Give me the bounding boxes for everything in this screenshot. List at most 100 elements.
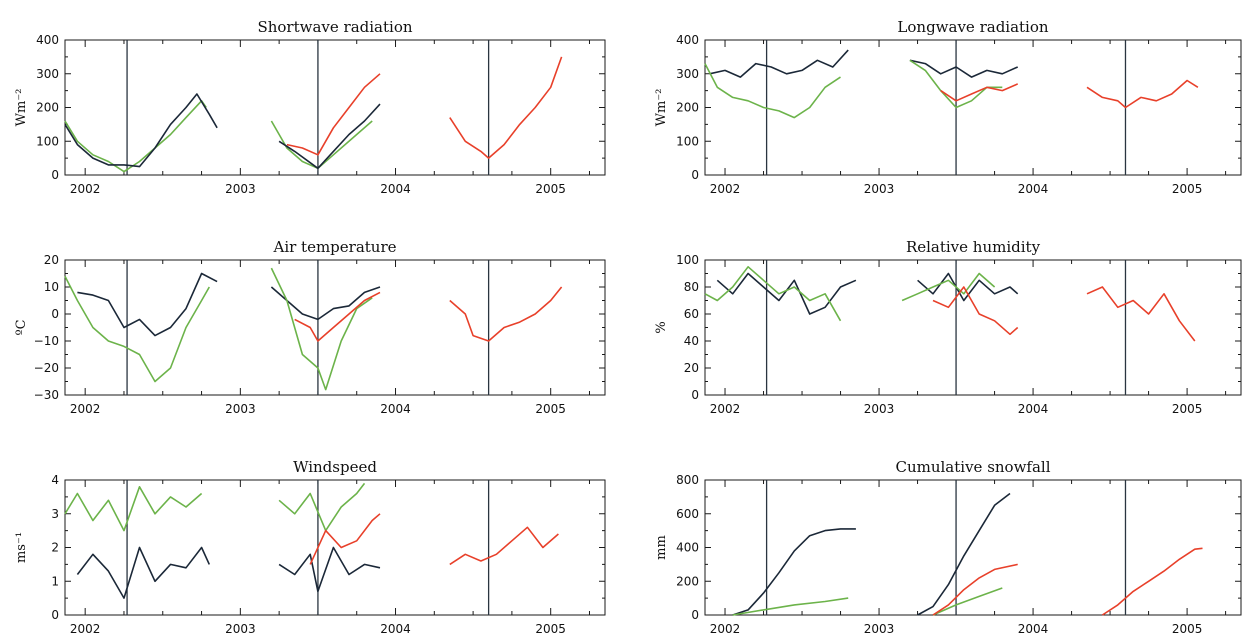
y-axis-label: % (654, 321, 669, 333)
y-tick-label: 200 (676, 101, 699, 115)
series-line-red (286, 73, 381, 156)
y-tick-label: 3 (51, 507, 59, 521)
y-tick-label: 20 (684, 361, 699, 375)
x-tick-label: 2002 (710, 182, 741, 196)
series-line-black (278, 103, 381, 170)
series-line-green (704, 63, 841, 119)
y-tick-label: −20 (34, 361, 59, 375)
x-tick-label: 2004 (1018, 182, 1049, 196)
y-tick-label: −10 (34, 334, 59, 348)
x-tick-label: 2005 (535, 622, 566, 636)
x-tick-label: 2003 (864, 402, 895, 416)
series-line-black (917, 272, 1019, 302)
x-tick-label: 2005 (1172, 402, 1203, 416)
x-tick-label: 2003 (225, 622, 256, 636)
y-axis-label: Wm⁻² (14, 89, 29, 127)
y-tick-label: −30 (34, 388, 59, 402)
y-tick-label: 100 (36, 134, 59, 148)
series-line-red (1086, 79, 1199, 109)
y-tick-label: 400 (676, 541, 699, 555)
series-line-black (917, 492, 1011, 616)
series-line-red (932, 563, 1018, 616)
y-tick-label: 0 (51, 608, 59, 622)
x-tick-label: 2004 (380, 402, 411, 416)
y-axis-label: ms⁻¹ (14, 532, 29, 563)
y-axis-label: ºC (14, 319, 29, 335)
panel-title: Air temperature (272, 238, 396, 256)
panel-title: Relative humidity (906, 238, 1041, 256)
series-line-green (270, 267, 373, 391)
series-line-red (294, 291, 381, 342)
y-tick-label: 0 (691, 388, 699, 402)
panel-title: Cumulative snowfall (895, 458, 1050, 476)
x-tick-label: 2004 (1018, 622, 1049, 636)
series-line-green (64, 486, 203, 532)
y-tick-label: 2 (51, 541, 59, 555)
series-line-red (1086, 286, 1196, 342)
x-tick-label: 2002 (710, 622, 741, 636)
series-line-red (449, 56, 563, 159)
y-tick-label: 400 (36, 33, 59, 47)
plot-frame (704, 479, 1242, 616)
y-tick-label: 80 (684, 280, 699, 294)
y-tick-label: 40 (684, 334, 699, 348)
y-tick-label: 800 (676, 473, 699, 487)
x-tick-label: 2003 (225, 182, 256, 196)
chart-panel-3: Air temperature −30 −20 −10 0 10 20 2002 2003 200… (14, 238, 606, 416)
x-tick-label: 2005 (535, 182, 566, 196)
x-tick-label: 2002 (710, 402, 741, 416)
y-tick-label: 400 (676, 33, 699, 47)
series-line-black (270, 286, 381, 321)
x-tick-label: 2002 (70, 182, 101, 196)
chart-panel-4: Relative humidity 0 20 40 60 80 100 2002 2003 200… (654, 238, 1242, 416)
y-axis-label: mm (654, 535, 669, 560)
y-tick-label: 100 (676, 253, 699, 267)
y-tick-label: 60 (684, 307, 699, 321)
x-tick-label: 2003 (225, 402, 256, 416)
plot-frame (704, 259, 1242, 396)
series-line-red (940, 83, 1019, 102)
series-line-red (449, 286, 563, 342)
x-tick-label: 2005 (1172, 622, 1203, 636)
y-tick-label: 1 (51, 574, 59, 588)
series-line-black (76, 546, 211, 599)
series-line-black (77, 272, 218, 337)
y-axis-label: Wm⁻² (654, 89, 669, 127)
y-tick-label: 0 (691, 168, 699, 182)
y-tick-label: 200 (676, 574, 699, 588)
y-tick-label: 0 (691, 608, 699, 622)
series-line-green (732, 597, 849, 616)
series-line-black (909, 59, 1019, 78)
chart-panel-1: Shortwave radiation 0 100 200 300 400 2002 2003… (14, 18, 606, 196)
panel-title: Longwave radiation (897, 18, 1048, 36)
series-line-green (704, 266, 842, 322)
series-line-red (309, 513, 381, 565)
plot-frame (64, 39, 606, 176)
series-line-red (1101, 547, 1203, 616)
series-line-black (732, 528, 856, 616)
y-tick-label: 20 (44, 253, 59, 267)
series-line-black (278, 546, 381, 593)
series-line-green (64, 275, 210, 383)
y-tick-label: 300 (676, 67, 699, 81)
x-tick-label: 2004 (1018, 402, 1049, 416)
plot-frame (64, 479, 606, 616)
series-line-red (449, 526, 559, 566)
x-tick-label: 2004 (380, 182, 411, 196)
panel-title: Windspeed (293, 458, 377, 476)
x-tick-label: 2005 (1172, 182, 1203, 196)
series-line-red (932, 286, 1019, 336)
series-line-black (709, 49, 849, 78)
y-tick-label: 300 (36, 67, 59, 81)
y-tick-label: 100 (676, 134, 699, 148)
x-tick-label: 2002 (70, 622, 101, 636)
y-tick-label: 0 (51, 307, 59, 321)
chart-panel-5: Windspeed 0 1 2 3 4 2002 2003 2004 2005 ms⁻¹ (14, 458, 606, 636)
y-tick-label: 200 (36, 101, 59, 115)
chart-panel-6: Cumulative snowfall 0 200 400 600 800 2002 2003… (654, 458, 1242, 636)
plot-frame (704, 39, 1242, 176)
x-tick-label: 2002 (70, 402, 101, 416)
y-tick-label: 4 (51, 473, 59, 487)
series-line-green (64, 100, 207, 173)
